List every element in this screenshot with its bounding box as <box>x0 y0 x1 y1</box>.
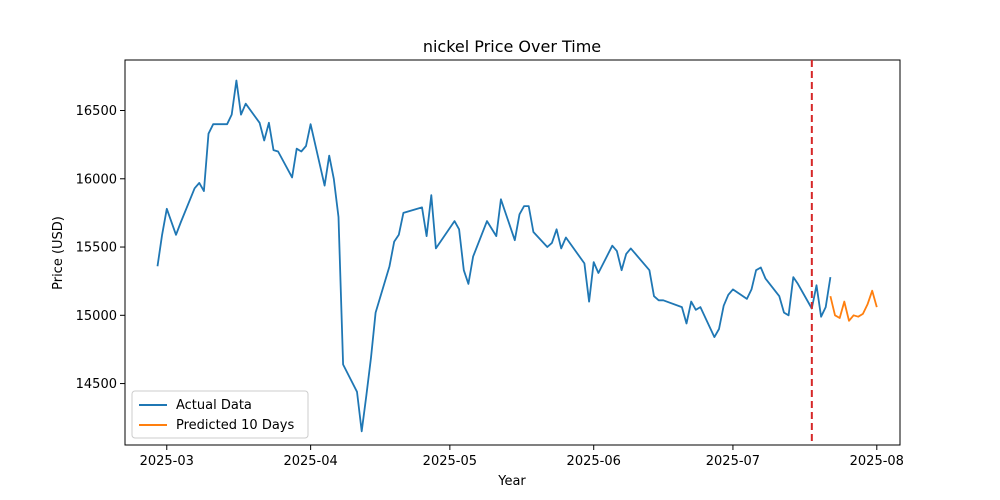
x-axis: 2025-03 2025-04 2025-05 2025-06 2025-07 2025-… <box>140 445 904 469</box>
legend-label-predicted: Predicted 10 Days <box>176 418 295 433</box>
series-line-actual <box>156 79 832 433</box>
y-tick-label: 16000 <box>76 172 117 187</box>
legend: Actual Data Predicted 10 Days <box>131 390 309 439</box>
y-tick-label: 15500 <box>76 241 117 256</box>
series-layer <box>156 60 878 445</box>
series-line-predicted <box>829 289 878 322</box>
x-tick-label: 2025-03 <box>140 454 194 469</box>
legend-box <box>131 390 309 439</box>
y-axis: 14500 15000 15500 16000 16500 <box>76 104 125 392</box>
y-tick-label: 14500 <box>76 377 117 392</box>
plot-frame <box>124 59 901 446</box>
x-tick-label: 2025-06 <box>567 454 621 469</box>
legend-label-actual: Actual Data <box>176 398 252 413</box>
x-tick-label: 2025-04 <box>283 454 337 469</box>
x-tick-label: 2025-05 <box>423 454 477 469</box>
x-axis-label: Year <box>497 474 526 489</box>
x-tick-label: 2025-07 <box>706 454 760 469</box>
y-tick-label: 15000 <box>76 309 117 324</box>
plot-area <box>124 59 901 446</box>
y-tick-label: 16500 <box>76 104 117 119</box>
y-axis-label: Price (USD) <box>51 216 66 290</box>
x-tick-label: 2025-08 <box>850 454 904 469</box>
chart-title: nickel Price Over Time <box>423 37 601 56</box>
